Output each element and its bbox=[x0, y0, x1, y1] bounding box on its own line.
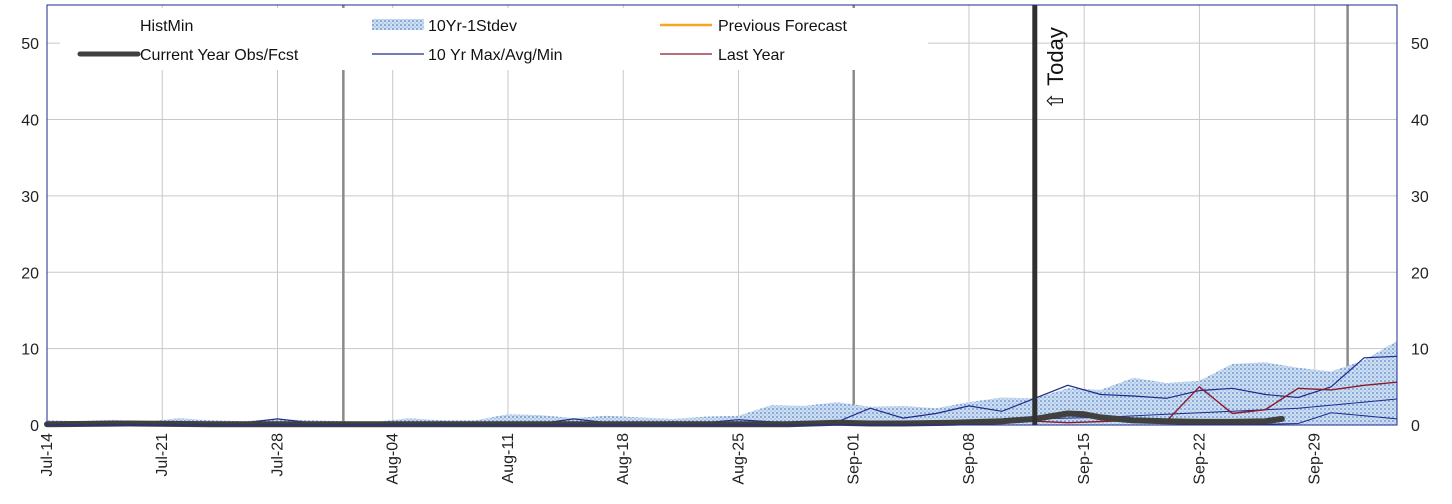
legend-label: Last Year bbox=[718, 47, 785, 64]
month-dividers bbox=[342, 5, 1349, 425]
legend-label: Previous Forecast bbox=[718, 18, 847, 35]
legend-label: HistMin bbox=[140, 18, 193, 35]
y-tick-label: 0 bbox=[30, 418, 39, 435]
legend-label: Current Year Obs/Fcst bbox=[140, 47, 299, 64]
y-tick-label: 10 bbox=[21, 342, 39, 359]
plot-area bbox=[47, 5, 1397, 425]
legend-box bbox=[60, 8, 928, 70]
legend-swatch-stdev bbox=[372, 19, 424, 30]
x-axis: Jul-14 Jul-21 Jul-28 Aug-04 Aug-11 Aug-18 Aug-… bbox=[39, 433, 1324, 485]
today-label: ⇧ Today bbox=[1043, 27, 1068, 110]
x-tick-label: Aug-25 bbox=[730, 433, 747, 485]
y-axis-left: 0 10 20 30 40 50 bbox=[21, 36, 39, 435]
legend: HistMin 10Yr-1Stdev Previous Forecast Curre… bbox=[60, 8, 928, 70]
x-tick-label: Aug-18 bbox=[615, 433, 632, 485]
x-tick-label: Sep-01 bbox=[846, 433, 863, 485]
x-tick-label: Jul-14 bbox=[39, 433, 56, 477]
plot-frame bbox=[46, 4, 1398, 426]
legend-label: 10Yr-1Stdev bbox=[428, 18, 517, 35]
y-tick-label: 20 bbox=[21, 265, 39, 282]
x-tick-label: Sep-08 bbox=[961, 433, 978, 485]
y-tick-label-right: 10 bbox=[1411, 342, 1429, 359]
today-marker: ⇧ Today bbox=[1032, 5, 1068, 425]
grid bbox=[46, 5, 1397, 426]
x-tick-label: Sep-29 bbox=[1307, 433, 1324, 485]
y-tick-label: 30 bbox=[21, 189, 39, 206]
y-axis-right: 0 10 20 30 40 50 bbox=[1411, 36, 1429, 435]
series-layer bbox=[44, 341, 1398, 428]
x-tick-label: Jul-28 bbox=[269, 433, 286, 477]
y-tick-label: 40 bbox=[21, 113, 39, 130]
x-tick-label: Sep-15 bbox=[1076, 433, 1093, 485]
x-tick-label: Sep-22 bbox=[1191, 433, 1208, 485]
y-tick-label-right: 50 bbox=[1411, 36, 1429, 53]
x-tick-label: Aug-04 bbox=[385, 433, 402, 485]
current-year-line bbox=[44, 410, 1285, 428]
y-tick-label: 50 bbox=[21, 36, 39, 53]
legend-label: 10 Yr Max/Avg/Min bbox=[428, 47, 563, 64]
y-tick-label-right: 20 bbox=[1411, 265, 1429, 282]
y-tick-label-right: 30 bbox=[1411, 189, 1429, 206]
stdev-band bbox=[47, 341, 1397, 425]
x-tick-label: Aug-11 bbox=[500, 433, 517, 484]
x-tick-label: Jul-21 bbox=[154, 433, 171, 477]
y-tick-label-right: 0 bbox=[1411, 418, 1420, 435]
y-tick-label-right: 40 bbox=[1411, 113, 1429, 130]
